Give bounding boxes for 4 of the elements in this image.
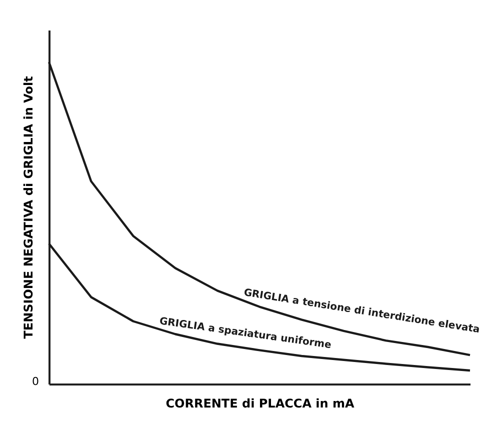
text: GRIGLIA a spaziatura uniforme: [158, 316, 332, 352]
y-axis-title: TENSIONE NEGATIVA di GRIGLIA in Volt: [22, 76, 36, 339]
x-axis-title: CORRENTE di PLACCA in mA: [166, 396, 356, 410]
text: 0: [32, 375, 39, 388]
